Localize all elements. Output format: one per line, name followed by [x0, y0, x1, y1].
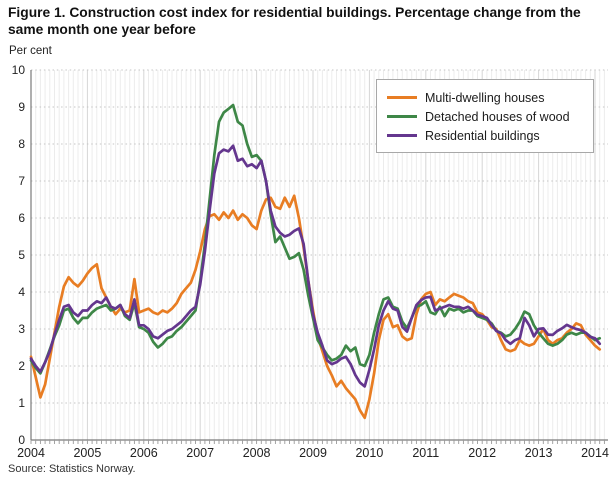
- series-line-1: [29, 103, 602, 375]
- x-tick-label: 2006: [130, 446, 158, 460]
- y-tick-label: 6: [18, 211, 25, 225]
- figure-title: Figure 1. Construction cost index for re…: [8, 5, 581, 38]
- x-tick-label: 2012: [468, 446, 496, 460]
- y-tick-label: 5: [18, 248, 25, 262]
- y-axis-unit-label: Per cent: [9, 45, 52, 57]
- y-tick-label: 9: [18, 100, 25, 114]
- x-tick-label: 2007: [186, 446, 214, 460]
- legend: Multi-dwelling houses Detached houses of …: [376, 79, 594, 153]
- y-tick-label: 10: [12, 63, 26, 77]
- x-tick-label: 2004: [17, 446, 45, 460]
- legend-label: Residential buildings: [425, 128, 540, 143]
- legend-label: Multi-dwelling houses: [425, 90, 545, 105]
- legend-item: Multi-dwelling houses: [387, 88, 583, 107]
- y-tick-label: 4: [18, 285, 25, 299]
- x-tick-label: 2010: [355, 446, 383, 460]
- x-tick-label: 2011: [412, 446, 439, 460]
- x-tick-label: 2005: [73, 446, 101, 460]
- legend-item: Detached houses of wood: [387, 107, 583, 126]
- y-tick-label: 0: [18, 433, 25, 447]
- x-tick-label: 2008: [243, 446, 271, 460]
- source-text: Source: Statistics Norway.: [8, 463, 136, 475]
- legend-label: Detached houses of wood: [425, 109, 570, 124]
- y-tick-label: 1: [18, 396, 25, 410]
- series-line-2: [29, 144, 602, 388]
- legend-swatch: [387, 115, 417, 118]
- legend-swatch: [387, 96, 417, 99]
- x-tick-label: 2009: [299, 446, 327, 460]
- legend-item: Residential buildings: [387, 126, 583, 145]
- y-tick-label: 7: [18, 174, 25, 188]
- x-tick-label: 2014: [581, 446, 609, 460]
- legend-swatch: [387, 134, 417, 137]
- x-tick-label: 2013: [525, 446, 553, 460]
- y-tick-label: 2: [18, 359, 25, 373]
- y-tick-label: 3: [18, 322, 25, 336]
- y-tick-label: 8: [18, 137, 25, 151]
